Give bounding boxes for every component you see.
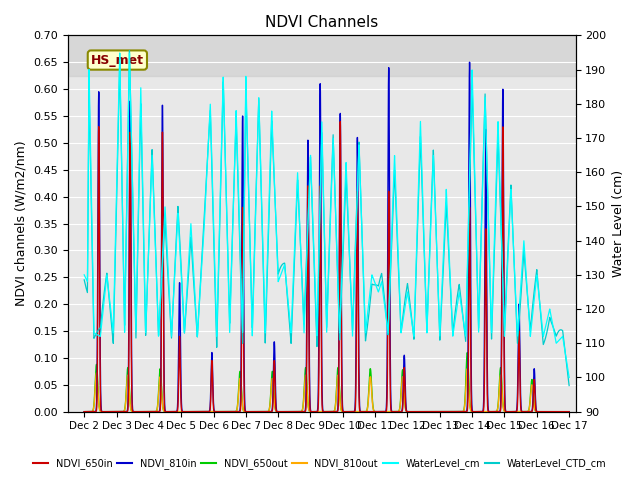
Y-axis label: Water Level (cm): Water Level (cm) — [612, 170, 625, 277]
Y-axis label: NDVI channels (W/m2/nm): NDVI channels (W/m2/nm) — [15, 141, 28, 306]
Bar — [68, 36, 575, 76]
Text: HS_met: HS_met — [91, 54, 144, 67]
Legend: NDVI_650in, NDVI_810in, NDVI_650out, NDVI_810out, WaterLevel_cm, WaterLevel_CTD_: NDVI_650in, NDVI_810in, NDVI_650out, NDV… — [29, 454, 611, 473]
Title: NDVI Channels: NDVI Channels — [265, 15, 378, 30]
